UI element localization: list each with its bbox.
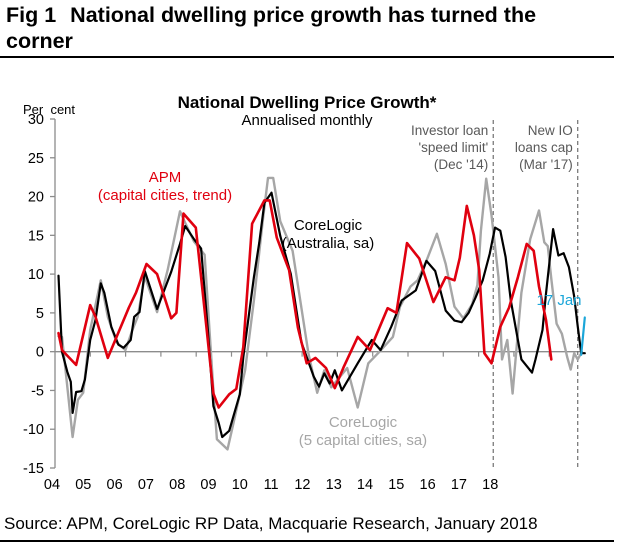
chart-subtitle: Annualised monthly xyxy=(242,112,373,129)
series-label: APM xyxy=(149,169,182,186)
y-tick-label: 10 xyxy=(28,267,44,283)
figure-title: Fig 1 National dwelling price growth has … xyxy=(6,2,606,54)
x-tick-label: 10 xyxy=(232,477,248,493)
event-annotation: loans cap xyxy=(515,140,573,155)
x-tick-label: 16 xyxy=(420,477,436,493)
title-rule xyxy=(0,56,614,58)
x-tick-label: 17 xyxy=(451,477,467,493)
series-label: (capital cities, trend) xyxy=(98,187,232,204)
x-tick-label: 11 xyxy=(264,477,279,493)
series-label: CoreLogic xyxy=(329,414,398,431)
x-tick-label: 06 xyxy=(107,477,123,493)
x-tick-label: 07 xyxy=(138,477,154,493)
y-tick-label: 0 xyxy=(36,345,44,361)
figure-title-text: National dwelling price growth has turne… xyxy=(6,3,537,53)
corelogic-5-capitals-series-line xyxy=(57,176,583,451)
y-tick-label: 20 xyxy=(28,190,44,206)
x-tick-label: 12 xyxy=(294,477,310,493)
chart-title: National Dwelling Price Growth* xyxy=(178,93,437,112)
x-tick-label: 15 xyxy=(388,477,404,493)
x-tick-label: 14 xyxy=(357,477,373,493)
series-label: (5 capital cities, sa) xyxy=(299,432,427,449)
event-markers: Investor loan 'speed limit' (Dec '14) New I… xyxy=(411,120,579,468)
x-tick-label: 05 xyxy=(75,477,91,493)
series-label: (Australia, sa) xyxy=(282,235,375,252)
event-annotation: 'speed limit' xyxy=(419,140,489,155)
series-label: CoreLogic xyxy=(294,217,363,234)
apm-series-line xyxy=(57,199,553,409)
figure-number: Fig 1 xyxy=(6,3,57,27)
series-label: 17 Jan xyxy=(536,292,581,309)
y-tick-label: 15 xyxy=(28,228,44,244)
y-tick-label: -15 xyxy=(23,461,44,477)
event-annotation: Investor loan xyxy=(411,123,488,138)
event-annotation: (Dec '14) xyxy=(434,157,488,172)
y-tick-label: -10 xyxy=(23,422,44,438)
event-annotation: New IO xyxy=(528,123,573,138)
x-tick-label: 09 xyxy=(200,477,216,493)
x-tick-label: 18 xyxy=(482,477,498,493)
series-layer xyxy=(57,176,586,451)
series-labels: APM(capital cities, trend)CoreLogic(Aust… xyxy=(98,169,582,449)
event-annotation: (Mar '17) xyxy=(519,157,573,172)
y-tick-label: 30 xyxy=(28,112,44,128)
y-tick-label: 25 xyxy=(28,151,44,167)
x-tick-label: 13 xyxy=(326,477,342,493)
y-tick-label: 5 xyxy=(36,306,44,322)
latest-reading-line xyxy=(580,316,586,356)
bottom-rule xyxy=(0,540,614,542)
x-tick-label: 08 xyxy=(169,477,185,493)
source-note: Source: APM, CoreLogic RP Data, Macquari… xyxy=(4,514,538,533)
y-tick-label: -5 xyxy=(31,383,44,399)
x-tick-label: 04 xyxy=(44,477,60,493)
y-axis-label: Per cent xyxy=(23,102,75,117)
